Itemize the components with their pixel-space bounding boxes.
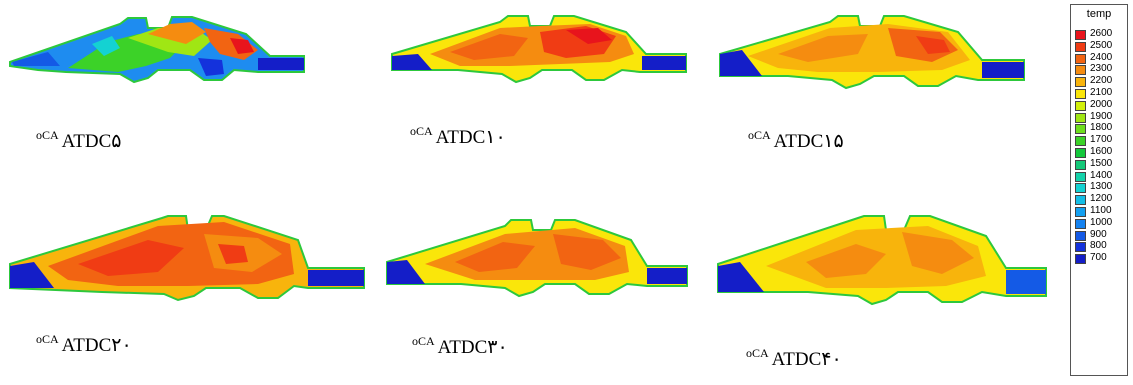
- temperature-contour-15deg: [719, 15, 1025, 90]
- panel-30deg: [385, 218, 690, 298]
- caption-5deg: oCA ATDC۵: [36, 128, 122, 153]
- legend-label: 2100: [1090, 87, 1113, 98]
- legend-label: 1400: [1090, 169, 1113, 181]
- legend-swatch: [1075, 100, 1086, 111]
- legend-label: 900: [1090, 228, 1107, 240]
- legend-swatch: [1075, 218, 1086, 229]
- caption-20deg: oCA ATDC۲۰: [36, 332, 132, 357]
- legend-swatch: [1075, 254, 1086, 265]
- caption-text: ATDC۳۰: [437, 337, 508, 358]
- caption-superscript: oCA: [410, 124, 433, 138]
- legend-swatch: [1075, 148, 1086, 158]
- caption-superscript: oCA: [748, 128, 771, 142]
- legend-swatch: [1075, 183, 1086, 194]
- legend-label: 1600: [1090, 146, 1113, 157]
- legend-swatch: [1075, 207, 1086, 217]
- legend-label: 1000: [1090, 216, 1113, 228]
- panel-20deg: [8, 214, 368, 304]
- caption-superscript: oCA: [36, 332, 59, 346]
- legend-swatch: [1075, 30, 1086, 40]
- caption-text: ATDC۲۰: [61, 335, 132, 356]
- legend-swatch: [1075, 230, 1086, 241]
- temperature-legend: temp 2600 2500 2400 2300 2200 2100 2000 1900 180…: [1070, 4, 1128, 376]
- caption-40deg: oCA ATDC۴۰: [746, 346, 842, 371]
- legend-label: 1100: [1090, 205, 1112, 216]
- legend-label: 2500: [1090, 39, 1113, 51]
- legend-label: 1800: [1090, 122, 1113, 134]
- caption-text: ATDC۴۰: [771, 349, 842, 370]
- caption-10deg: oCA ATDC۱۰: [410, 124, 506, 149]
- legend-swatch: [1075, 89, 1086, 99]
- caption-superscript: oCA: [36, 128, 59, 142]
- caption-text: ATDC۱۰: [435, 127, 506, 148]
- temperature-contour-30deg: [386, 219, 688, 298]
- caption-superscript: oCA: [412, 334, 435, 348]
- temperature-contour-10deg: [391, 15, 687, 84]
- legend-swatch: [1075, 136, 1086, 147]
- caption-superscript: oCA: [746, 346, 769, 360]
- caption-15deg: oCA ATDC۱۵: [748, 128, 844, 153]
- legend-label: 2600: [1090, 28, 1113, 39]
- legend-label: 2200: [1090, 75, 1113, 87]
- legend-swatch: [1075, 112, 1086, 123]
- legend-label: 1900: [1090, 110, 1113, 122]
- caption-text: ATDC۵: [61, 131, 122, 152]
- panel-10deg: [390, 14, 690, 84]
- legend-label: 1200: [1090, 193, 1113, 205]
- legend-swatch: [1075, 124, 1086, 135]
- legend-swatch: [1075, 77, 1086, 88]
- legend-title: temp: [1086, 8, 1112, 20]
- legend-label: 1500: [1090, 157, 1113, 169]
- caption-30deg: oCA ATDC۳۰: [412, 334, 508, 359]
- legend-label: 2000: [1090, 98, 1113, 110]
- temperature-contour-5deg: [9, 16, 305, 84]
- legend-swatch: [1075, 41, 1086, 52]
- legend-swatch: [1075, 65, 1086, 76]
- legend-label: 2300: [1090, 63, 1113, 75]
- legend-label: 700: [1090, 252, 1107, 264]
- temperature-contour-40deg: [717, 215, 1047, 306]
- legend-label: 1700: [1090, 134, 1113, 146]
- panel-5deg: [8, 14, 308, 84]
- panel-15deg: [718, 14, 1028, 90]
- legend-swatch: [1075, 53, 1086, 64]
- legend-swatch: [1075, 171, 1086, 182]
- legend-swatch: [1075, 159, 1086, 170]
- legend-label: 2400: [1090, 51, 1113, 63]
- caption-text: ATDC۱۵: [773, 131, 844, 152]
- temperature-contour-20deg: [9, 215, 365, 302]
- legend-label: 800: [1090, 240, 1107, 252]
- legend-swatch: [1075, 242, 1086, 253]
- legend-label: 1300: [1090, 181, 1113, 193]
- panel-40deg: [716, 214, 1051, 306]
- legend-swatch: [1075, 195, 1086, 206]
